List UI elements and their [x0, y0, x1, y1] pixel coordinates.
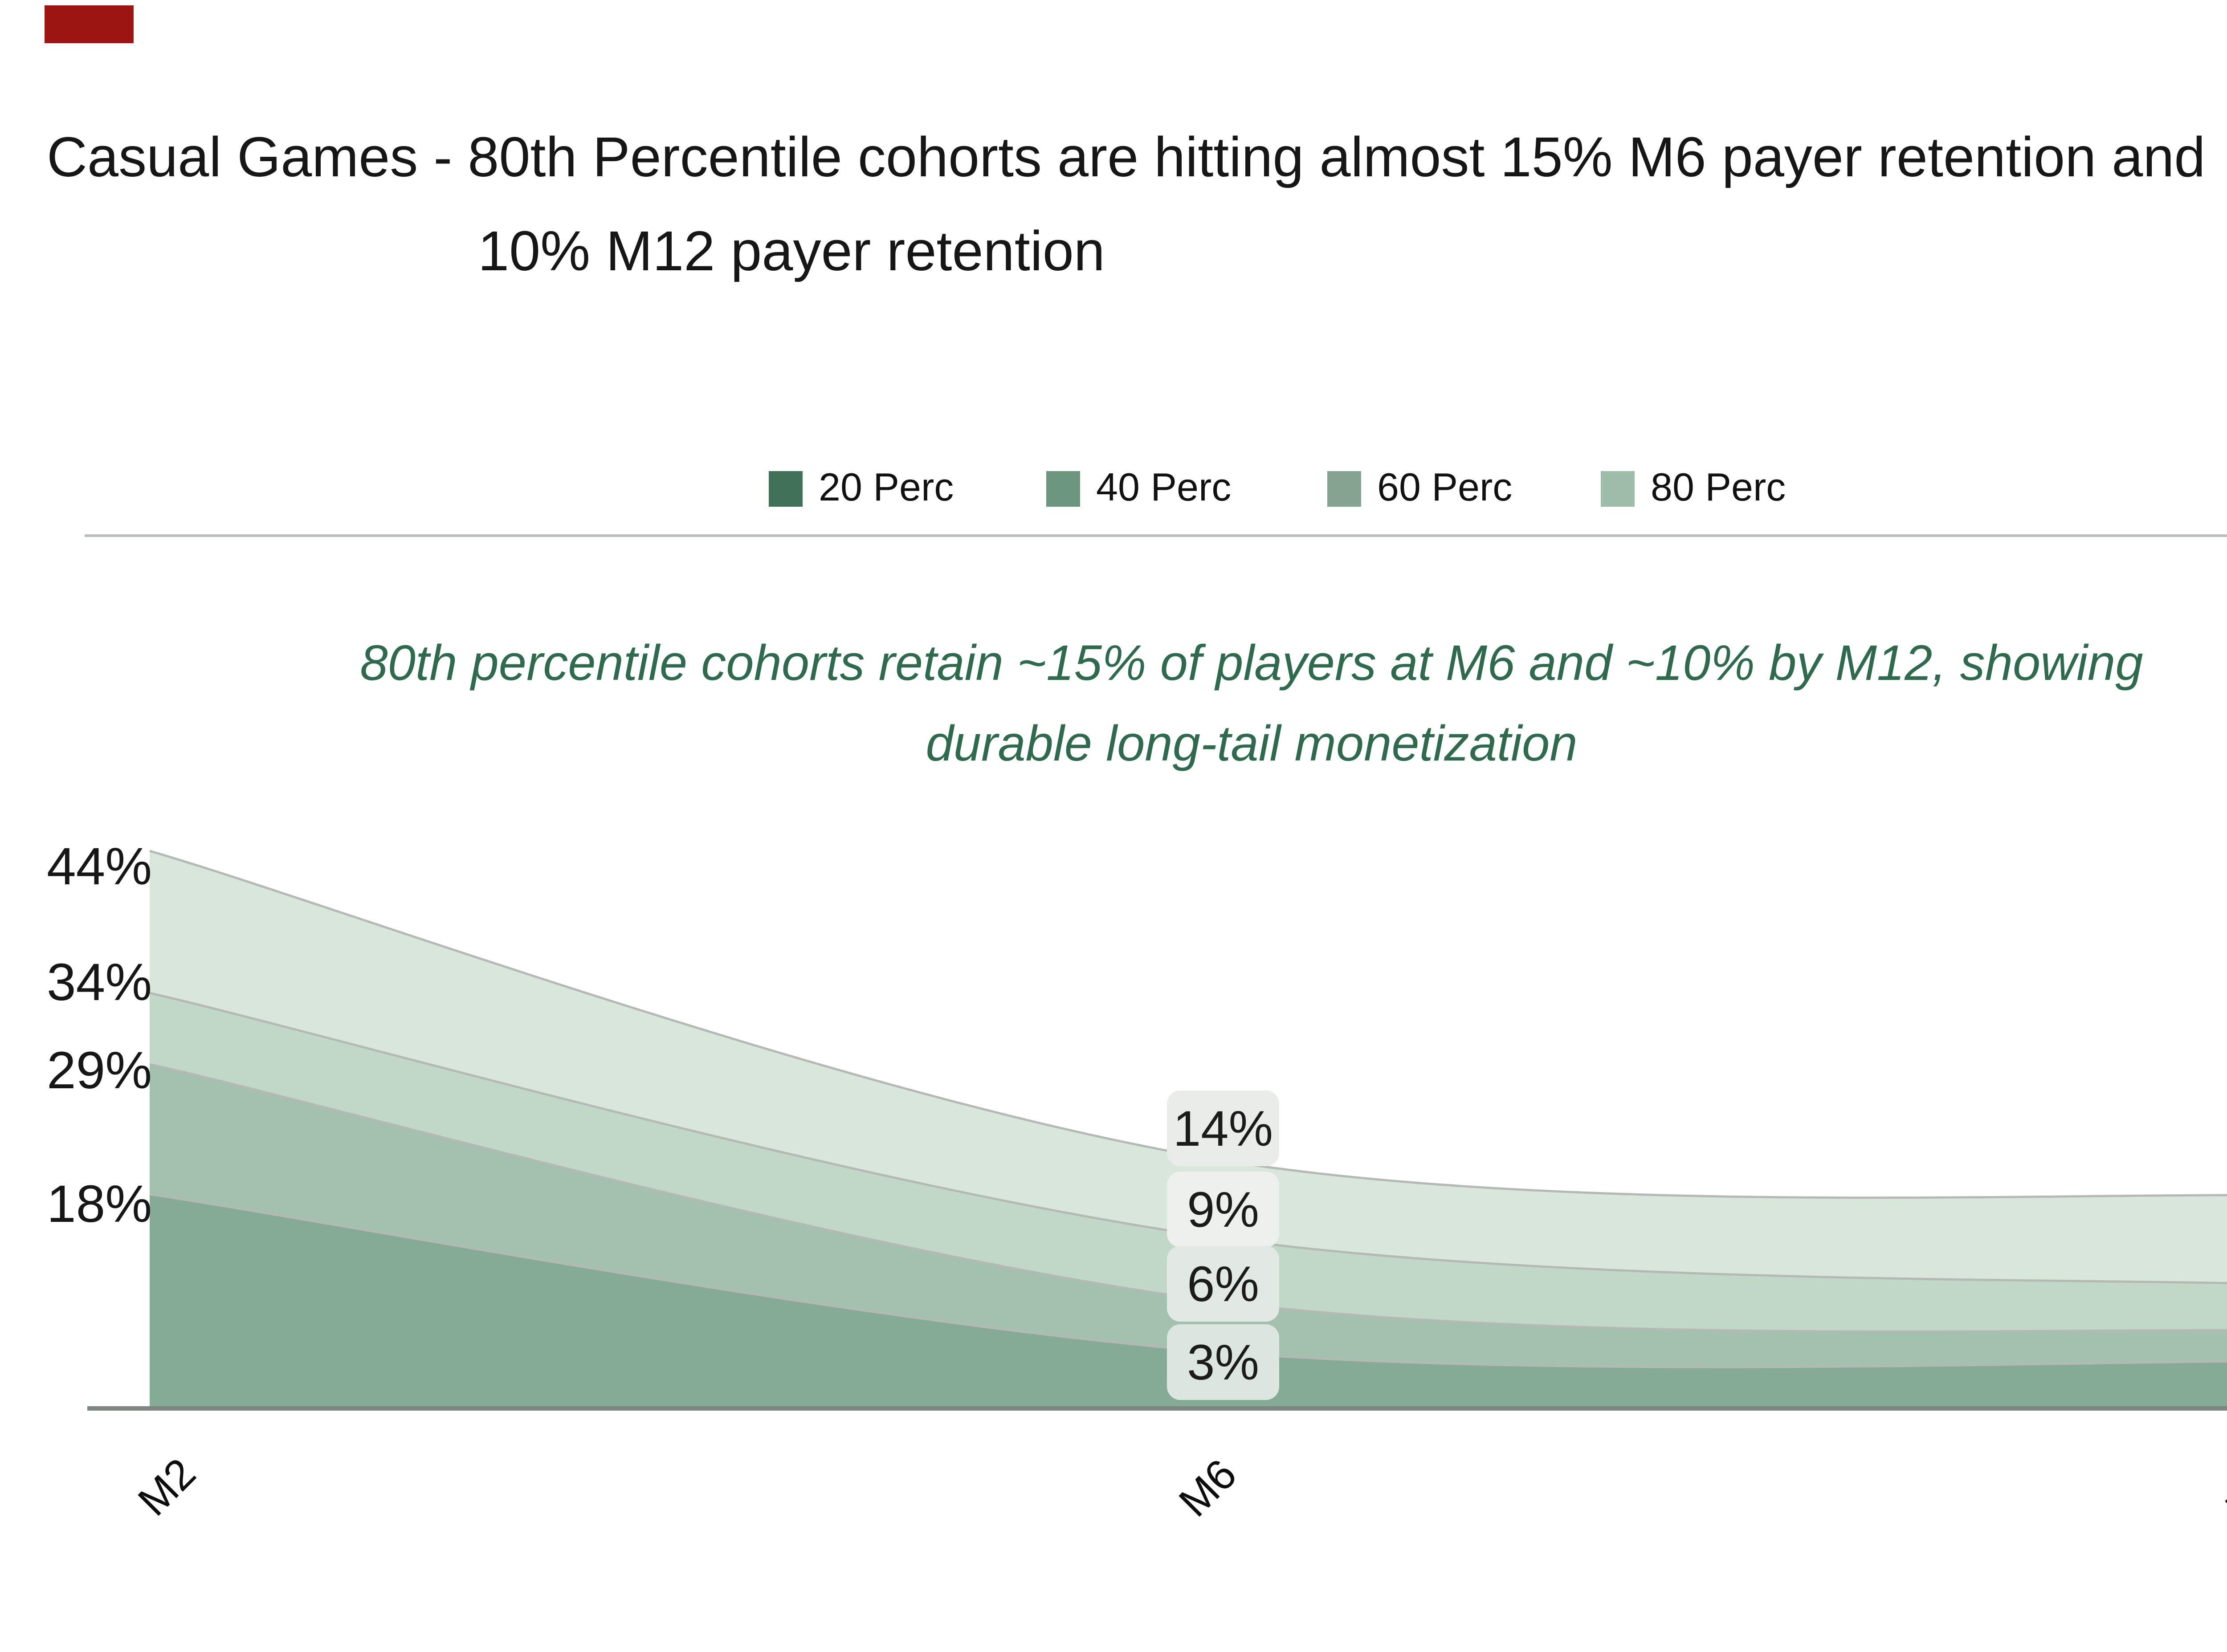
legend-divider — [85, 534, 2227, 537]
x-axis-line — [87, 1406, 2227, 1411]
y-axis-label-29: 29% — [47, 1041, 152, 1100]
m6-callout-3: 3% — [1167, 1324, 1279, 1400]
y-axis-label-44: 44% — [47, 837, 152, 896]
m6-callout-14: 14% — [1167, 1090, 1279, 1166]
legend-label: 40 Perc — [1096, 464, 1232, 509]
m6-callout-9: 9% — [1167, 1172, 1279, 1247]
chart-title-line1: Casual Games - 80th Percentile cohorts a… — [47, 126, 2206, 188]
legend-swatch-40-perc-icon — [1046, 471, 1080, 507]
legend-swatch-60-perc-icon — [1327, 471, 1361, 507]
y-axis-label-34: 34% — [47, 953, 152, 1012]
chart-subtitle-line2: durable long-tail monetization — [926, 716, 1578, 772]
legend-swatch-80-perc-icon — [1601, 471, 1635, 507]
legend-swatch-20-perc-icon — [769, 471, 803, 507]
legend-label: 60 Perc — [1377, 464, 1513, 509]
chart-subtitle-line1: 80th percentile cohorts retain ~15% of p… — [360, 635, 2143, 691]
red-corner-mark — [45, 5, 134, 43]
legend-label: 20 Perc — [819, 464, 954, 509]
chart-subtitle: 80th percentile cohorts retain ~15% of p… — [89, 623, 2227, 784]
area-band-20-perc — [150, 1194, 2227, 1408]
chart-title-line2: 10% M12 payer retention — [478, 220, 1105, 282]
legend-label: 80 Perc — [1651, 464, 1786, 509]
m6-callout-6: 6% — [1167, 1246, 1279, 1322]
y-axis-label-18: 18% — [47, 1175, 152, 1233]
